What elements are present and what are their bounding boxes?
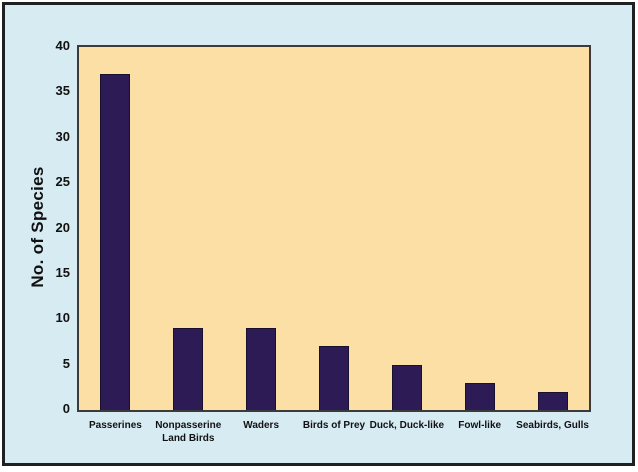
x-category-label-fowl-like: Fowl-like — [458, 420, 502, 431]
x-category-label-seabirds-gulls: Seabirds, Gulls — [516, 420, 589, 431]
x-category-label-passerines: Passerines — [89, 420, 142, 431]
bar-birds-of-prey — [319, 346, 349, 410]
bar-duck-duck-like — [391, 364, 422, 410]
plot-area — [77, 45, 591, 412]
x-category-label-birds-of-prey: Birds of Prey — [302, 420, 366, 431]
bar-nonpasserine-land-birds — [173, 328, 204, 410]
y-tick-label: 20 — [55, 219, 70, 235]
y-tick-label: 10 — [55, 310, 70, 326]
y-tick-label: 40 — [55, 38, 70, 53]
bar-seabirds-gulls — [537, 391, 568, 410]
y-tick-label: 30 — [55, 128, 70, 144]
x-category-label-waders: Waders — [243, 420, 280, 431]
bar-waders — [246, 328, 277, 410]
bar-fowl-like — [464, 382, 495, 410]
bar-passerines — [100, 74, 131, 410]
y-tick-label: 25 — [55, 174, 70, 190]
x-category-label-nonpasserine-land-birds: Nonpasserine Land Birds — [155, 420, 222, 444]
y-tick-label: 0 — [62, 401, 70, 416]
y-tick-label: 15 — [55, 264, 70, 280]
y-tick-label: 5 — [62, 355, 70, 371]
y-tick-label: 35 — [55, 83, 70, 99]
x-category-label-duck-duck-like: Duck, Duck-like — [369, 420, 445, 431]
